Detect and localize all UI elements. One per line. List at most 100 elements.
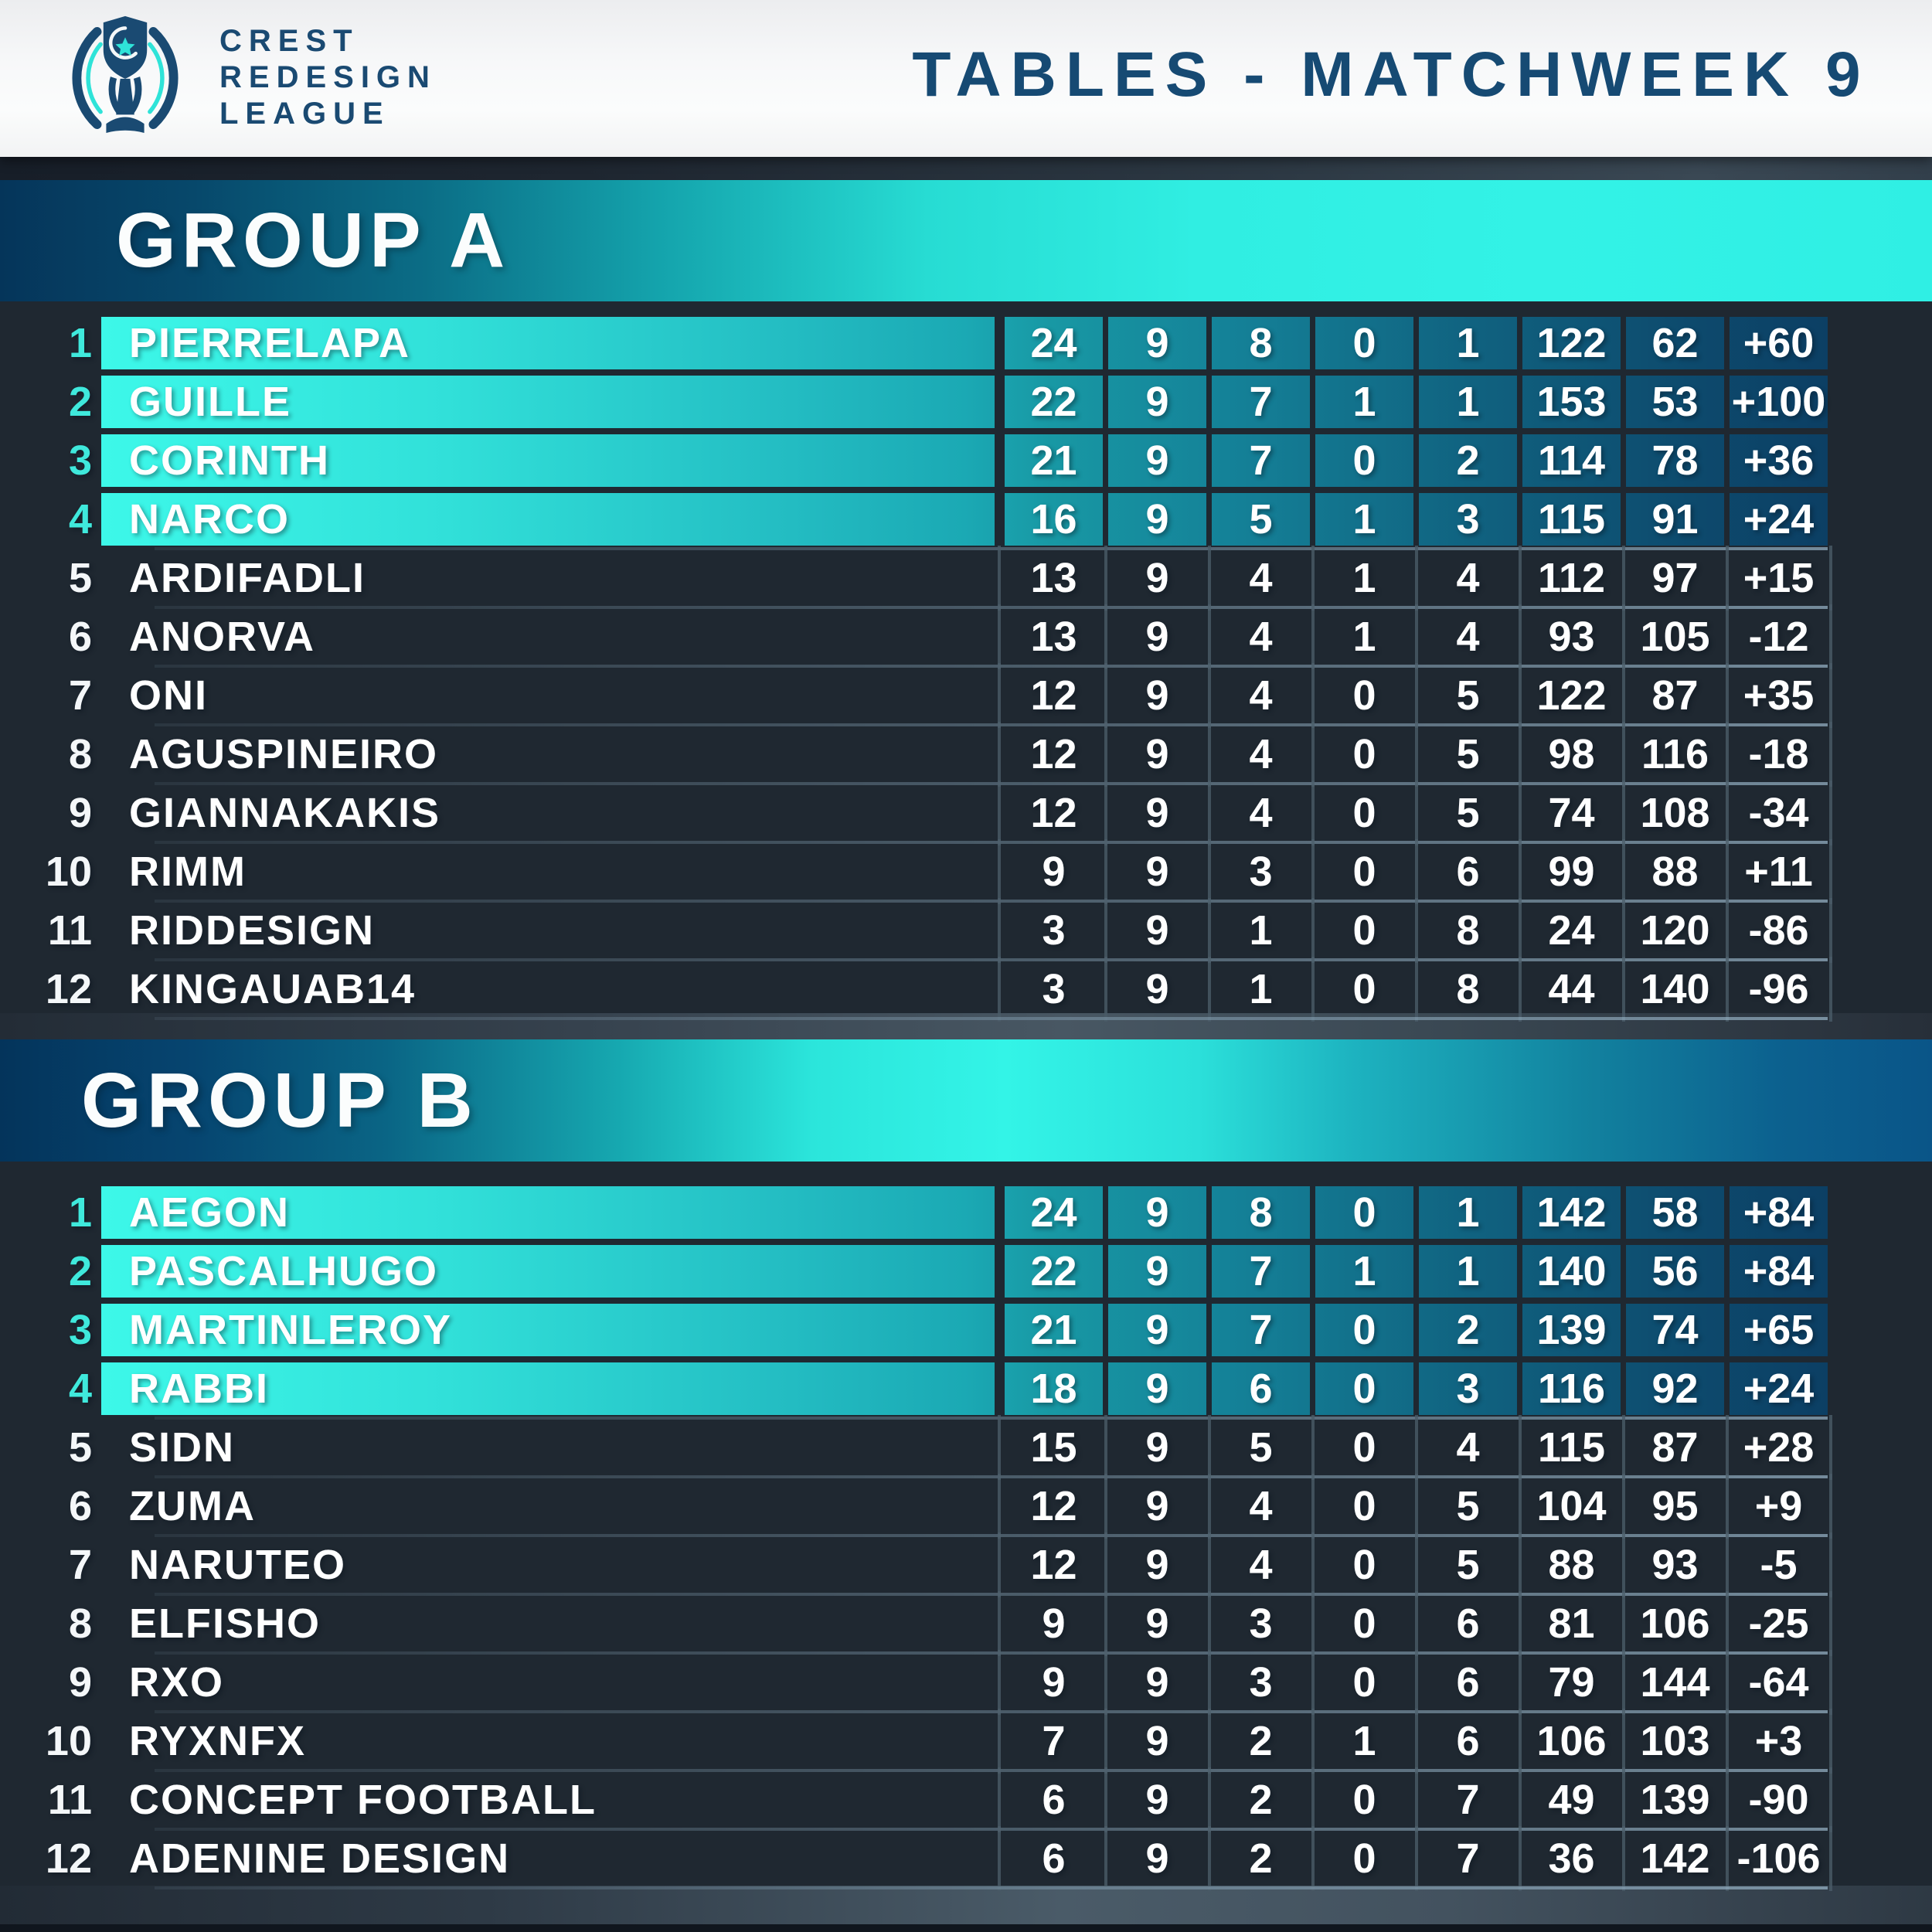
stat-cell: 8 (1413, 957, 1517, 1022)
rank-cell: 10 (45, 1718, 92, 1764)
table-row: 8 AGUSPINEIRO 12 9 4 0 5 98 116 -18 (0, 722, 1932, 787)
stat-cell: 95 (1621, 1474, 1724, 1539)
stat-cell: +9 (1724, 1474, 1832, 1539)
stat-cell: 9 (1103, 1767, 1206, 1832)
stat-cell: 0 (1310, 1186, 1413, 1239)
stats-group: 22 9 7 1 1 140 56 +84 (995, 1245, 1828, 1298)
rank-cell: 2 (68, 379, 92, 425)
rank-cell: 4 (68, 1366, 92, 1412)
stat-cell: 1 (1413, 1245, 1517, 1298)
stat-cell: 2 (1206, 1767, 1310, 1832)
stat-cell: 2 (1206, 1826, 1310, 1891)
stat-cell: 0 (1310, 1591, 1413, 1656)
team-name-cell: ELFISHO (129, 1600, 321, 1647)
stat-cell: 15 (995, 1415, 1103, 1480)
team-name-cell: AEGON (129, 1189, 291, 1236)
stat-cell: 103 (1621, 1709, 1724, 1774)
stat-cell: 12 (995, 1532, 1103, 1597)
stat-cell: -106 (1724, 1826, 1832, 1891)
stat-cell: 8 (1413, 898, 1517, 963)
stats-group: 7 9 2 1 6 106 103 +3 (995, 1709, 1832, 1774)
stat-cell: 0 (1310, 1767, 1413, 1832)
table-row: 12 KINGAUAB14 3 9 1 0 8 44 140 -96 (0, 957, 1932, 1022)
row-body: AGUSPINEIRO 12 9 4 0 5 98 116 -18 (101, 722, 1832, 787)
stat-cell: -34 (1724, 781, 1832, 845)
stat-cell: 4 (1206, 546, 1310, 611)
stat-cell: 9 (1103, 1709, 1206, 1774)
rank-cell: 12 (45, 966, 92, 1012)
stat-cell: 112 (1517, 546, 1621, 611)
rank-cell: 3 (68, 1307, 92, 1353)
stat-cell: 1 (1413, 376, 1517, 428)
team-name-cell: KINGAUAB14 (129, 966, 417, 1012)
stat-cell: 7 (1413, 1767, 1517, 1832)
table-row: 7 NARUTEO 12 9 4 0 5 88 93 -5 (0, 1532, 1932, 1597)
stat-cell: 6 (995, 1826, 1103, 1891)
rank-cell: 1 (68, 320, 92, 366)
stat-cell: 116 (1621, 722, 1724, 787)
stat-cell: 106 (1517, 1709, 1621, 1774)
stat-cell: 1 (1206, 898, 1310, 963)
stat-cell: 4 (1206, 663, 1310, 728)
row-body: RIMM 9 9 3 0 6 99 88 +11 (101, 839, 1832, 904)
stat-cell: 1 (1310, 546, 1413, 611)
stat-cell: 0 (1310, 434, 1413, 487)
stat-cell: 22 (995, 376, 1103, 428)
rank-cell: 12 (45, 1835, 92, 1882)
stat-cell: 9 (1103, 1650, 1206, 1715)
row-body: RIDDESIGN 3 9 1 0 8 24 120 -86 (101, 898, 1832, 963)
stat-cell: 4 (1206, 1474, 1310, 1539)
stat-cell: 9 (1103, 1474, 1206, 1539)
stat-cell: 9 (1103, 1591, 1206, 1656)
stat-cell: 140 (1517, 1245, 1621, 1298)
stat-cell: 12 (995, 781, 1103, 845)
stat-cell: 9 (995, 839, 1103, 904)
stat-cell: 5 (1413, 1532, 1517, 1597)
row-body: CORINTH 21 9 7 0 2 114 78 +36 (101, 434, 1828, 487)
stat-cell: 9 (1103, 604, 1206, 669)
stats-group: 6 9 2 0 7 49 139 -90 (995, 1767, 1832, 1832)
stat-cell: 6 (1413, 1650, 1517, 1715)
stat-cell: 12 (995, 1474, 1103, 1539)
stats-group: 22 9 7 1 1 153 53 +100 (995, 376, 1828, 428)
stat-cell: 1 (1310, 1709, 1413, 1774)
stat-cell: 1 (1310, 493, 1413, 546)
stat-cell: 49 (1517, 1767, 1621, 1832)
stat-cell: +60 (1724, 317, 1828, 369)
stat-cell: 3 (1413, 493, 1517, 546)
stat-cell: 79 (1517, 1650, 1621, 1715)
stat-cell: 18 (995, 1362, 1103, 1415)
stat-cell: 114 (1517, 434, 1621, 487)
rank-cell: 11 (47, 907, 92, 954)
stat-cell: 0 (1310, 1362, 1413, 1415)
stats-group: 12 9 4 0 5 98 116 -18 (995, 722, 1832, 787)
stat-cell: 9 (1103, 1186, 1206, 1239)
stat-cell: 3 (1206, 1650, 1310, 1715)
stats-group: 3 9 1 0 8 44 140 -96 (995, 957, 1832, 1022)
stat-cell: 1 (1310, 604, 1413, 669)
stat-cell: 0 (1310, 957, 1413, 1022)
team-name-cell: ONI (129, 672, 209, 719)
table-row: 3 MARTINLEROY 21 9 7 0 2 139 74 +65 (0, 1304, 1932, 1356)
stat-cell: 4 (1206, 781, 1310, 845)
team-name-cell: ZUMA (129, 1483, 256, 1529)
rank-cell: 4 (68, 496, 92, 543)
stat-cell: 7 (1206, 434, 1310, 487)
stat-cell: 88 (1621, 839, 1724, 904)
stat-cell: 7 (1206, 1304, 1310, 1356)
table-row: 4 NARCO 16 9 5 1 3 115 91 +24 (0, 493, 1932, 550)
stat-cell: 9 (1103, 722, 1206, 787)
stat-cell: 0 (1310, 1532, 1413, 1597)
stat-cell: 99 (1517, 839, 1621, 904)
stats-group: 12 9 4 0 5 88 93 -5 (995, 1532, 1832, 1597)
table-row: 5 SIDN 15 9 5 0 4 115 87 +28 (0, 1415, 1932, 1480)
team-name-cell: PASCALHUGO (129, 1248, 439, 1294)
stat-cell: -64 (1724, 1650, 1832, 1715)
row-body: ADENINE DESIGN 6 9 2 0 7 36 142 -106 (101, 1826, 1832, 1891)
table-row: 2 PASCALHUGO 22 9 7 1 1 140 56 +84 (0, 1245, 1932, 1298)
stat-cell: 122 (1517, 317, 1621, 369)
stats-group: 12 9 4 0 5 122 87 +35 (995, 663, 1832, 728)
rank-cell: 3 (68, 437, 92, 484)
stat-cell: 87 (1621, 663, 1724, 728)
stat-cell: 16 (995, 493, 1103, 546)
